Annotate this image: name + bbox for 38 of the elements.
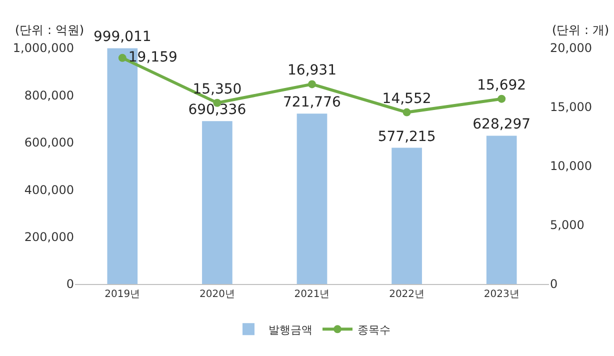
- point: [118, 54, 126, 62]
- legend-label: 발행금액: [268, 323, 312, 336]
- y2-tick-label: 15,000: [550, 100, 592, 114]
- point: [402, 108, 411, 116]
- point: [308, 80, 316, 88]
- data-label: 577,215: [378, 128, 436, 145]
- y-tick-label: 400,000: [24, 182, 74, 197]
- data-label: 721,776: [283, 94, 341, 111]
- y-tick-label: 600,000: [24, 136, 74, 150]
- bar: [296, 114, 328, 284]
- x-tick-label: 2021년: [294, 289, 330, 300]
- y2-tick-label: 0: [550, 277, 558, 292]
- y-tick-label: 0: [66, 277, 74, 292]
- data-label: 15,350: [192, 81, 242, 98]
- y2-tick-label: 10,000: [550, 159, 592, 174]
- data-label: 628,297: [472, 116, 531, 133]
- x-tick-label: 2023년: [484, 289, 520, 300]
- data-label: 14,552: [382, 90, 432, 107]
- y-tick-label: 200,000: [24, 230, 74, 244]
- y-tick-label: 1,000,000: [12, 41, 74, 56]
- data-label: 999,011: [93, 29, 152, 46]
- bar: [392, 148, 422, 284]
- y-axis-title: (단위 : 억원): [15, 23, 84, 37]
- x-tick-label: 2019년: [104, 289, 140, 300]
- data-label: 16,931: [288, 62, 336, 79]
- y2-tick-label: 5,000: [550, 218, 584, 232]
- y-tick-label: 800,000: [24, 88, 74, 102]
- x-tick-label: 2022년: [389, 289, 425, 300]
- y2-axis-title: (단위 : 개): [552, 23, 610, 37]
- data-label: 15,692: [477, 77, 526, 94]
- bar: [486, 136, 517, 284]
- data-label: 19,159: [128, 49, 178, 66]
- x-tick-label: 2020년: [199, 289, 235, 300]
- y2-tick-label: 20,000: [550, 41, 592, 56]
- data-label: 690,336: [188, 102, 246, 118]
- bar: [202, 121, 232, 284]
- legend-label: 종목수: [358, 323, 390, 336]
- point: [498, 94, 506, 103]
